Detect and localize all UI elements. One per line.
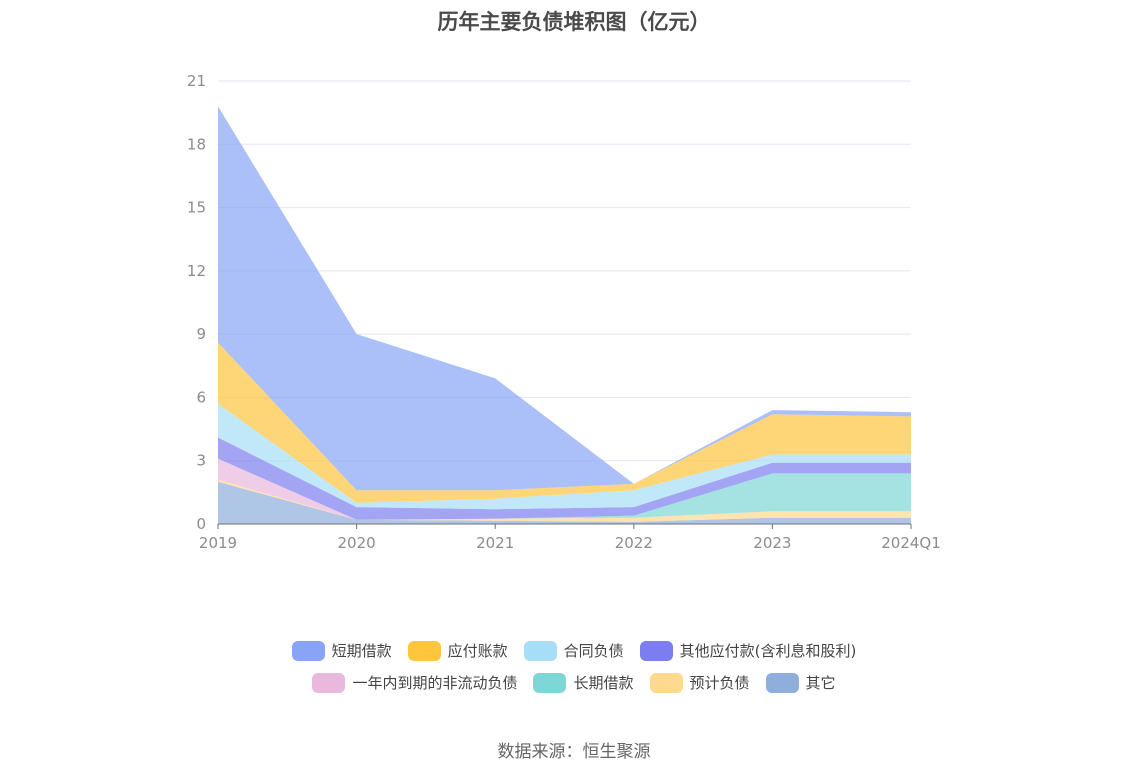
y-tick-label: 9 [196,325,206,343]
legend-item[interactable]: 合同负债 [523,640,624,661]
legend-item[interactable]: 一年内到期的非流动负债 [312,672,517,693]
y-tick-label: 18 [187,135,206,153]
x-tick-label: 2024Q1 [881,534,941,552]
area-series-6[interactable] [218,342,911,503]
legend-item[interactable]: 其他应付款(含利息和股利) [639,640,857,661]
y-tick-label: 3 [196,452,206,470]
grid-lines: 0 3 6 9 12 15 18 21 [187,72,911,533]
legend-label: 其他应付款(含利息和股利) [679,642,857,660]
legend-label: 合同负债 [563,642,624,660]
y-tick-label: 0 [196,515,206,533]
area-series-0[interactable] [218,481,911,524]
x-tick-label: 2023 [753,534,791,552]
legend-label: 应付账款 [447,642,508,660]
y-tick-label: 21 [187,72,206,90]
legend-swatch [765,672,799,693]
area-layer [218,106,911,524]
legend-label: 短期借款 [331,642,392,660]
legend-row: 短期借款 应付账款 合同负债 其他应付款(含利息和股利) [291,640,857,661]
x-tick-label: 2020 [338,534,376,552]
legend-swatch [407,640,441,661]
legend-row: 一年内到期的非流动负债 长期借款 预计负债 其它 [312,672,836,693]
legend-label: 预计负债 [689,674,750,692]
legend-swatch [523,640,557,661]
area-series-7[interactable] [218,106,911,491]
data-source: 数据来源：恒生聚源 [497,742,651,762]
x-tick-label: 2021 [476,534,514,552]
legend-item[interactable]: 应付账款 [407,640,508,661]
legend-label: 长期借款 [573,674,634,692]
x-tick-label: 2022 [615,534,653,552]
legend-item[interactable]: 其它 [765,672,836,693]
chart-title: 历年主要负债堆积图（亿元） [437,10,711,34]
legend-item[interactable]: 长期借款 [533,672,634,693]
legend-swatch [291,640,325,661]
legend-swatch [639,640,673,661]
legend-label: 一年内到期的非流动负债 [352,674,518,692]
legend-swatch [533,672,567,693]
legend-item[interactable]: 预计负债 [649,672,750,693]
legend: 短期借款 应付账款 合同负债 其他应付款(含利息和股利) 一年内到期的非流动负债 长期借款… [0,640,1148,693]
area-series-5[interactable] [218,403,911,510]
y-tick-label: 15 [187,199,206,217]
x-tick-label: 2019 [199,534,237,552]
y-tick-label: 12 [187,262,206,280]
legend-item[interactable]: 短期借款 [291,640,392,661]
axes: 2019 2020 2021 2022 2023 2024Q1 [199,523,941,552]
area-series-2[interactable] [218,473,911,520]
area-series-1[interactable] [218,479,911,522]
legend-label: 其它 [805,674,836,692]
legend-swatch [312,672,346,693]
y-tick-label: 6 [196,388,206,406]
legend-swatch [649,672,683,693]
